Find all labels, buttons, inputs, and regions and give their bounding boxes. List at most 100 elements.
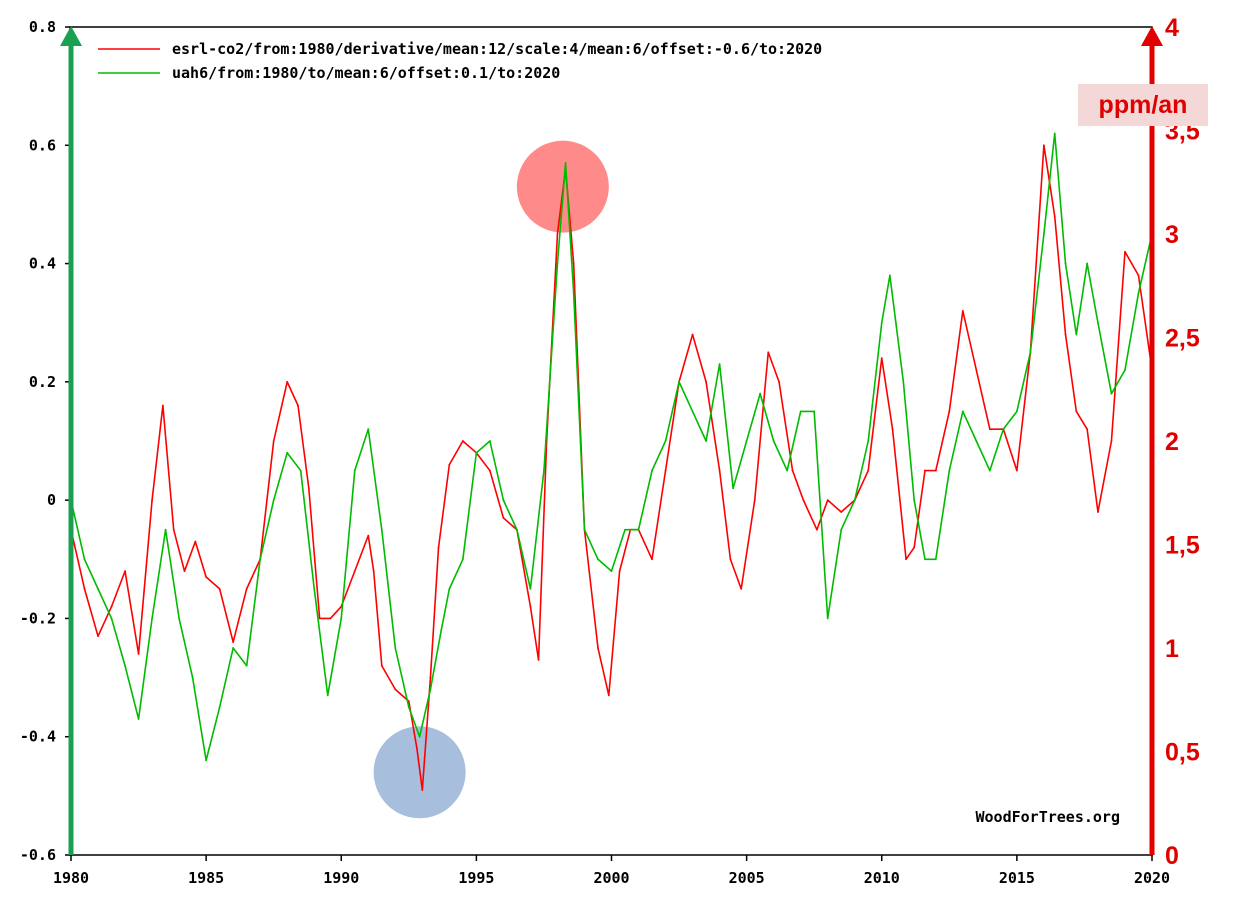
series-0-point-20	[318, 617, 321, 620]
series-0-point-26	[380, 664, 383, 667]
series-0-point-24	[367, 534, 370, 537]
right-axis-arrow	[1141, 26, 1163, 855]
series-0-point-25	[372, 570, 375, 573]
series-1-point-65	[913, 499, 916, 502]
series-0-point-56	[718, 469, 721, 472]
series-1-point-69	[961, 410, 964, 413]
series-1-point-61	[867, 440, 870, 442]
series-1-point-53	[759, 392, 762, 395]
series-1-point-82	[1124, 369, 1126, 371]
series-0-point-11	[205, 576, 208, 578]
series-1-point-41	[597, 558, 599, 561]
series-0-point-64	[815, 528, 818, 531]
series-0-point-89	[1124, 250, 1126, 253]
series-1-point-15	[272, 499, 275, 502]
series-1-point-64	[902, 380, 905, 383]
series-0-point-60	[767, 351, 770, 354]
series-1-point-20	[340, 617, 343, 620]
y-tick-label-4: 0.2	[29, 373, 56, 391]
series-0-point-55	[705, 380, 707, 383]
series-1-point-48	[691, 410, 694, 413]
series-0-point-74	[934, 469, 937, 472]
y2-axis-ticks: 00,511,522,533,54	[1165, 14, 1200, 870]
series-1-point-12	[232, 647, 235, 649]
series-1-point-26	[418, 735, 421, 738]
series-0-point-47	[607, 694, 610, 697]
x-tick-label-2005: 2005	[729, 869, 765, 887]
series-lines	[70, 132, 1153, 791]
series-0-point-4	[124, 570, 126, 573]
series-1-point-51	[732, 487, 735, 490]
series-1-point-19	[326, 694, 329, 697]
series-0-point-57	[729, 558, 732, 561]
series-0-point-52	[664, 469, 667, 472]
series-0-point-10	[194, 540, 197, 543]
left-axis-arrow	[60, 26, 82, 855]
series-1-point-11	[218, 706, 221, 709]
series-0-point-42	[556, 233, 559, 235]
x-tick-label-1995: 1995	[458, 869, 494, 887]
series-1-point-52	[745, 440, 748, 442]
y2-tick-label-5: 2,5	[1165, 325, 1200, 353]
series-1-point-24	[394, 647, 397, 649]
series-0-point-66	[840, 511, 843, 513]
series-0-point-17	[286, 380, 289, 383]
series-1-point-77	[1064, 262, 1067, 265]
series-1-point-35	[529, 587, 532, 590]
series-1-point-66	[924, 558, 926, 561]
series-0-point-87	[1097, 511, 1099, 513]
series-0-point-58	[740, 587, 743, 590]
series-1-point-5	[137, 718, 140, 720]
series-0-point-75	[948, 410, 951, 413]
series-0-point-80	[1015, 469, 1018, 472]
series-0-point-76	[961, 309, 964, 312]
series-0-point-36	[488, 469, 491, 472]
y2-tick-label-4: 2	[1165, 428, 1179, 456]
series-0-point-8	[172, 528, 175, 531]
series-1-point-56	[799, 410, 802, 413]
series-1-point-78	[1075, 333, 1078, 336]
series-1-point-8	[178, 617, 181, 620]
series-1-point-31	[475, 451, 478, 454]
x-tick-label-2000: 2000	[593, 869, 629, 887]
series-0-point-83	[1053, 215, 1056, 218]
series-0-point-82	[1043, 144, 1045, 147]
series-0-point-88	[1110, 440, 1113, 442]
series-1-point-7	[164, 528, 167, 531]
series-0-point-84	[1064, 333, 1067, 336]
series-1-point-75	[1043, 233, 1045, 235]
series-1-point-60	[853, 499, 856, 502]
x-axis-ticks: 1980 1985 1990 1995 2000 2005 2010 2015 2020	[53, 855, 1170, 887]
series-0-point-16	[272, 440, 275, 442]
series-1-point-74	[1029, 351, 1032, 354]
series-0-point-32	[437, 546, 440, 549]
series-1-point-34	[516, 528, 518, 531]
series-1-point-81	[1110, 392, 1113, 395]
series-0-point-51	[651, 558, 653, 561]
series-0-point-46	[597, 647, 599, 649]
series-0-point-27	[394, 688, 397, 691]
y2-tick-label-8: 4	[1165, 14, 1179, 42]
series-0-point-18	[297, 404, 299, 407]
series-1-point-40	[583, 528, 586, 531]
series-1-point-67	[934, 558, 937, 561]
series-1-point-22	[367, 428, 370, 431]
series-0-point-12	[218, 587, 221, 590]
legend: esrl-co2/from:1980/derivative/mean:12/sc…	[98, 40, 822, 82]
y2-tick-label-6: 3	[1165, 221, 1179, 249]
y2-tick-label-3: 1,5	[1165, 532, 1200, 560]
series-1-point-68	[948, 469, 951, 472]
credit-label: WoodForTrees.org	[976, 808, 1121, 826]
series-1-point-76	[1053, 132, 1056, 135]
series-1-point-45	[651, 469, 653, 472]
series-1-point-46	[664, 440, 667, 442]
series-1-point-13	[245, 664, 248, 667]
series-1-point-80	[1097, 321, 1099, 324]
series-1-point-4	[124, 664, 126, 667]
x-tick-label-2015: 2015	[999, 869, 1035, 887]
series-1-point-43	[624, 528, 626, 531]
series-0-point-59	[753, 499, 756, 502]
series-1-point-70	[975, 440, 978, 442]
series-0-point-23	[353, 570, 356, 573]
